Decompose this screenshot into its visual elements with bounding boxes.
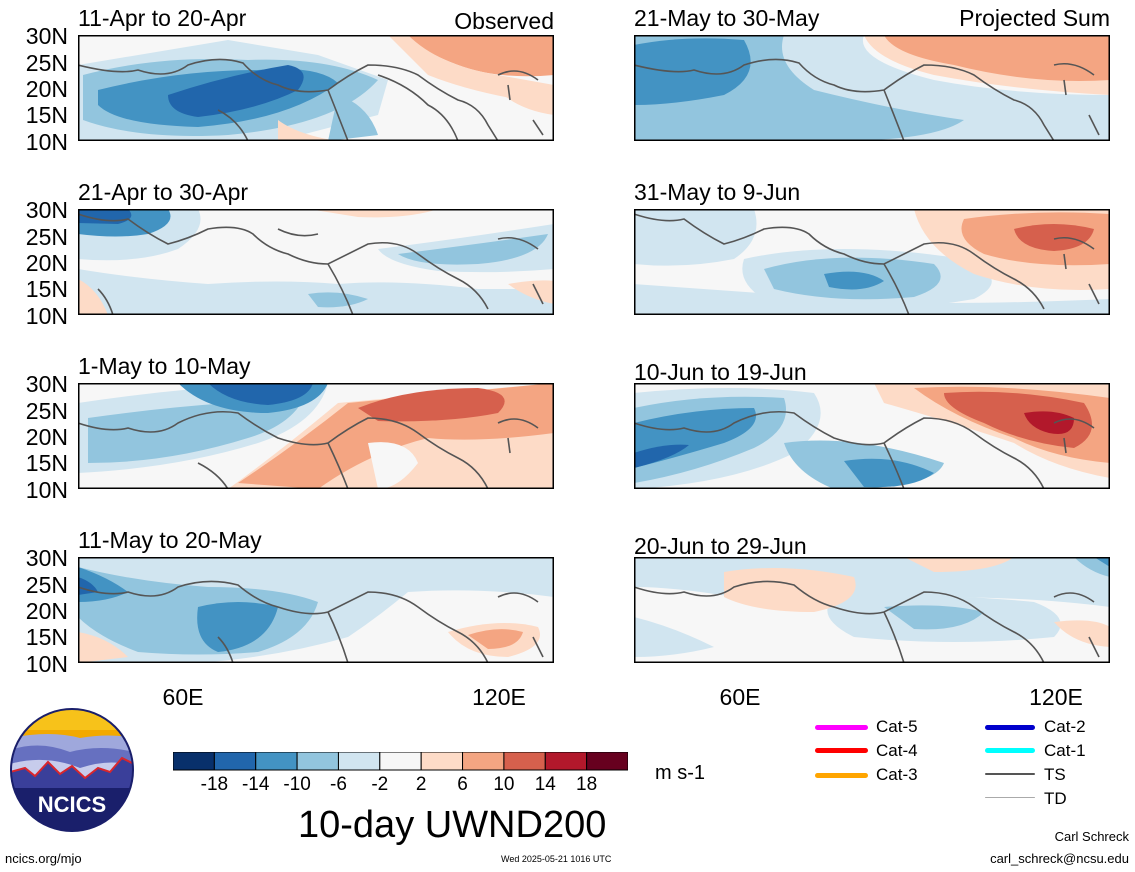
lon-label: 120E bbox=[1029, 684, 1083, 710]
lat-label: 20N bbox=[25, 424, 68, 450]
lat-label: 20N bbox=[25, 598, 68, 624]
colorbar-tick-label: -6 bbox=[330, 774, 347, 795]
lon-label: 60E bbox=[719, 684, 761, 710]
legend-label: Cat-5 bbox=[876, 717, 918, 736]
legend-swatch-ts bbox=[985, 773, 1035, 775]
colorbar-swatch bbox=[379, 752, 422, 771]
panel-title: 20-Jun to 29-Jun bbox=[634, 533, 807, 559]
legend-swatch-cat4 bbox=[815, 748, 868, 753]
colorbar-tick-label: 18 bbox=[576, 774, 598, 795]
lat-label: 30N bbox=[25, 23, 68, 49]
colorbar-unit: m s-1 bbox=[655, 762, 705, 784]
wind-map bbox=[634, 557, 1110, 663]
colorbar-swatch bbox=[586, 752, 628, 771]
colorbar-swatch bbox=[213, 752, 257, 771]
colorbar-tick-label: -18 bbox=[200, 774, 229, 795]
legend-swatch-td bbox=[985, 797, 1035, 798]
legend-label: TD bbox=[1044, 789, 1067, 808]
lat-label: 10N bbox=[25, 129, 68, 155]
lat-label: 10N bbox=[25, 477, 68, 503]
wind-map bbox=[634, 209, 1110, 315]
lat-label: 15N bbox=[25, 450, 68, 476]
panel-title: 10-Jun to 19-Jun bbox=[634, 359, 807, 385]
footer-timestamp: Wed 2025-05-21 1016 UTC bbox=[501, 854, 612, 864]
wind-map bbox=[78, 383, 554, 489]
colorbar-swatch bbox=[462, 752, 505, 771]
wind-map bbox=[78, 209, 554, 315]
lat-label: 30N bbox=[25, 371, 68, 397]
lat-label: 10N bbox=[25, 651, 68, 677]
colorbar-swatch bbox=[173, 752, 215, 771]
colorbar bbox=[173, 752, 628, 771]
legend-label: Cat-1 bbox=[1044, 741, 1086, 760]
lat-label: 20N bbox=[25, 250, 68, 276]
legend-label: Cat-4 bbox=[876, 741, 918, 760]
footer-email: carl_schreck@ncsu.edu bbox=[990, 851, 1129, 866]
lat-label: 15N bbox=[25, 276, 68, 302]
colorbar-tick-label: -14 bbox=[241, 774, 270, 795]
colorbar-swatch bbox=[544, 752, 588, 771]
panel-title: 31-May to 9-Jun bbox=[634, 179, 801, 205]
lat-label: 15N bbox=[25, 624, 68, 650]
colorbar-tick-label: 6 bbox=[457, 774, 468, 795]
panel-title: 21-May to 30-May bbox=[634, 5, 820, 31]
colorbar-swatch bbox=[420, 752, 464, 771]
wind-map bbox=[634, 35, 1110, 141]
lat-label: 15N bbox=[25, 102, 68, 128]
colorbar-tick-label: 2 bbox=[415, 774, 427, 795]
colorbar-tick-label: -2 bbox=[371, 774, 389, 795]
footer-author: Carl Schreck bbox=[1054, 829, 1129, 844]
colorbar-tick-label: 14 bbox=[534, 774, 556, 795]
colorbar-swatch bbox=[503, 752, 546, 771]
legend-label: Cat-3 bbox=[876, 765, 918, 784]
wind-map bbox=[634, 383, 1110, 489]
wind-map bbox=[78, 35, 554, 141]
colorbar-swatch bbox=[337, 752, 381, 771]
lat-label: 20N bbox=[25, 76, 68, 102]
lon-label: 120E bbox=[472, 684, 526, 710]
colorbar-swatch bbox=[296, 752, 339, 771]
logo-text: NCICS bbox=[38, 792, 106, 817]
lat-label: 10N bbox=[25, 303, 68, 329]
panel-title: 1-May to 10-May bbox=[78, 353, 251, 379]
panel-title: 21-Apr to 30-Apr bbox=[78, 179, 249, 205]
panel-corner-label: Projected Sum bbox=[959, 5, 1110, 31]
lat-label: 25N bbox=[25, 572, 68, 598]
lat-label: 25N bbox=[25, 50, 68, 76]
wind-map bbox=[78, 557, 554, 663]
legend-swatch-cat3 bbox=[815, 773, 868, 778]
ncics-logo: NCICS bbox=[10, 708, 134, 832]
panel-title: 11-Apr to 20-Apr bbox=[78, 5, 247, 31]
lat-label: 30N bbox=[25, 545, 68, 571]
legend-swatch-cat1 bbox=[985, 748, 1035, 753]
legend-label: TS bbox=[1044, 765, 1066, 784]
legend-swatch-cat5 bbox=[815, 725, 868, 730]
lon-label: 60E bbox=[162, 684, 204, 710]
panel-title: 11-May to 20-May bbox=[78, 527, 262, 553]
lat-label: 25N bbox=[25, 398, 68, 424]
footer-url: ncics.org/mjo bbox=[5, 851, 82, 866]
lat-label: 25N bbox=[25, 224, 68, 250]
legend-label: Cat-2 bbox=[1044, 717, 1086, 736]
main-title: 10-day UWND200 bbox=[298, 804, 607, 846]
colorbar-tick-label: -10 bbox=[283, 774, 311, 795]
lat-label: 30N bbox=[25, 197, 68, 223]
colorbar-tick-label: 10 bbox=[493, 774, 515, 795]
panel-corner-label: Observed bbox=[454, 8, 554, 34]
colorbar-swatch bbox=[255, 752, 298, 771]
legend-swatch-cat2 bbox=[985, 725, 1035, 730]
